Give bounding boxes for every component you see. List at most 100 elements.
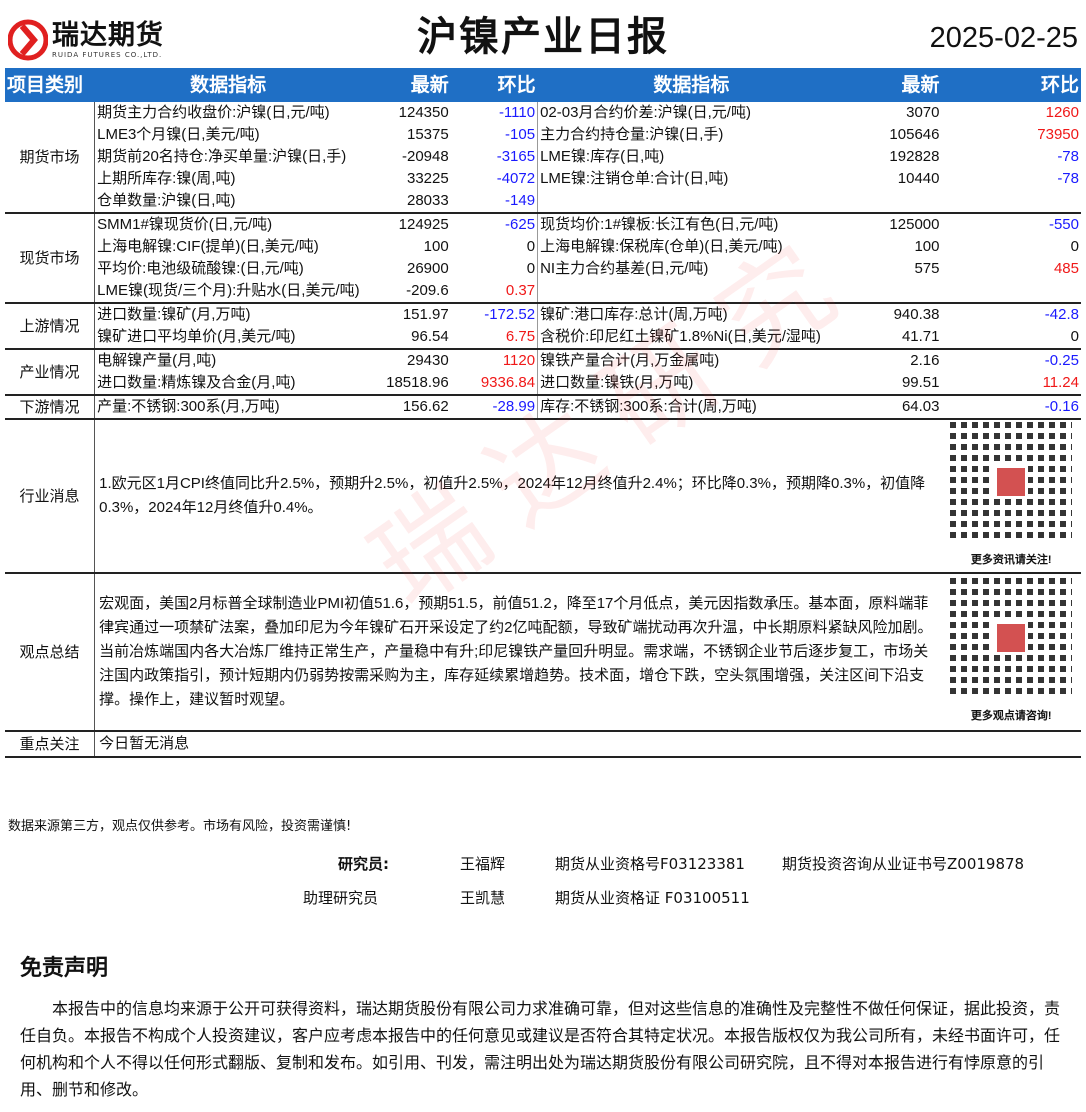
- indicator-name: 期货主力合约收盘价:沪镍(日,元/吨): [97, 104, 330, 121]
- researcher-role: 研究员:: [338, 855, 389, 873]
- change-value: -42.8: [941, 302, 1081, 326]
- indicator-name: LME镍:注销仓单:合计(日,吨): [537, 168, 846, 190]
- change-value: 11.24: [1042, 374, 1079, 391]
- indicator-name: LME3个月镍(日,美元/吨): [97, 126, 260, 143]
- change-value: -3165: [496, 148, 536, 165]
- latest-value: 10440: [897, 170, 940, 187]
- change-value: 485: [1053, 260, 1079, 277]
- latest-value: 26900: [406, 260, 449, 277]
- indicator-name: 进口数量:镍矿(月,万吨): [94, 302, 362, 326]
- column-header: 环比: [450, 68, 538, 102]
- researcher-cert1: 期货从业资格证 F03100511: [555, 889, 750, 907]
- table-row: 上海电解镍:CIF(提单)(日,美元/吨) 100 0 上海电解镍:保税库(仓单)(日…: [5, 236, 1081, 258]
- indicator-name: 产量:不锈钢:300系(月,万吨): [94, 394, 362, 419]
- table-row: 上游情况 进口数量:镍矿(月,万吨) 151.97 -172.52 镍矿:港口库存:总计…: [5, 302, 1081, 349]
- indicator-name: [537, 190, 846, 213]
- indicator-name: 主力合约持仓量:沪镍(日,手): [537, 124, 846, 146]
- news-text: 1.欧元区1月CPI终值同比升2.5%，预期升2.5%，初值升2.5%，2024…: [94, 418, 942, 573]
- indicator-name: 镍矿进口平均单价(月,美元/吨): [97, 328, 296, 345]
- latest-value: 3070: [906, 104, 940, 121]
- indicator-name: 上海电解镍:保税库(仓单)(日,美元/吨): [537, 236, 846, 258]
- indicator-name: LME镍(现货/三个月):升贴水(日,美元/吨): [97, 282, 360, 299]
- change-value: -28.99: [450, 394, 538, 419]
- category-label: 上游情况: [5, 302, 96, 349]
- category-label: 重点关注: [5, 730, 96, 758]
- researcher-name: 王福辉: [460, 855, 506, 873]
- change-value: -105: [505, 126, 536, 143]
- researcher-cert2: 期货投资咨询从业证书号Z0019878: [782, 855, 1025, 873]
- category-label: 现货市场: [5, 212, 96, 303]
- change-value: 0: [526, 238, 536, 255]
- table-row: 产业情况 电解镍产量(月,吨) 29430 1120 镍铁产量合计(月,万金属吨) 2.1…: [5, 348, 1081, 395]
- latest-value: 100: [914, 238, 940, 255]
- latest-value: 33225: [406, 170, 449, 187]
- change-value: 0: [526, 260, 536, 277]
- table-row: LME镍(现货/三个月):升贴水(日,美元/吨) -209.6 0.37: [5, 280, 1081, 303]
- change-value: 0.37: [505, 282, 536, 299]
- table-row: 镍矿进口平均单价(月,美元/吨) 96.54 6.75 含税价:印尼红土镍矿1.8%N…: [5, 326, 1081, 349]
- indicator-name: 平均价:电池级硫酸镍:(日,元/吨): [97, 260, 304, 277]
- category-label: 下游情况: [5, 394, 96, 419]
- qr-caption: 更多观点请咨询!: [970, 710, 1052, 722]
- latest-value: -209.6: [406, 282, 449, 299]
- ruida-logo-icon: [8, 19, 48, 61]
- table-row: 上期所库存:镍(周,吨) 33225 -4072 LME镍:注销仓单:合计(日,吨) 1…: [5, 168, 1081, 190]
- change-value: 1260: [1045, 104, 1079, 121]
- table-row: 期货前20名持仓:净买单量:沪镍(日,手) -20948 -3165 LME镍:库存(…: [5, 146, 1081, 168]
- change-value: -625: [450, 212, 538, 236]
- summary-row: 观点总结 宏观面，美国2月标普全球制造业PMI初值51.6，预期51.5，前值51…: [5, 572, 1081, 731]
- indicator-name: [537, 280, 846, 303]
- latest-value: 156.62: [361, 394, 451, 419]
- latest-value: 28033: [406, 192, 449, 209]
- logo-text: 瑞达期货: [52, 20, 164, 51]
- latest-value: 575: [914, 260, 940, 277]
- latest-value: 15375: [406, 126, 449, 143]
- table-row: LME3个月镍(日,美元/吨) 15375 -105 主力合约持仓量:沪镍(日,手) 1…: [5, 124, 1081, 146]
- table-row: 现货市场 SMM1#镍现货价(日,元/吨) 124925 -625 现货均价:1#镍板:…: [5, 212, 1081, 303]
- column-header: 最新: [361, 68, 451, 102]
- latest-value: 124350: [398, 104, 449, 121]
- change-value: -78: [1057, 170, 1079, 187]
- latest-value: 124925: [361, 212, 451, 236]
- latest-value: 105646: [889, 126, 940, 143]
- indicator-name: 镍铁产量合计(月,万金属吨): [537, 348, 846, 372]
- indicator-name: 进口数量:镍铁(月,万吨): [537, 372, 846, 395]
- focus-row: 重点关注 今日暂无消息: [5, 730, 1081, 758]
- change-value: -78: [1057, 148, 1079, 165]
- indicator-name: 现货均价:1#镍板:长江有色(日,元/吨): [537, 212, 846, 236]
- change-value: [941, 280, 1081, 303]
- change-value: [941, 190, 1081, 213]
- column-header: 最新: [845, 68, 942, 102]
- change-value: 6.75: [505, 328, 536, 345]
- change-value: -550: [941, 212, 1081, 236]
- indicator-name: NI主力合约基差(日,元/吨): [537, 258, 846, 280]
- latest-value: 41.71: [901, 328, 940, 345]
- change-value: 1120: [450, 348, 538, 372]
- change-value: -1110: [498, 104, 536, 121]
- qr-caption: 更多资讯请关注!: [970, 554, 1052, 566]
- latest-value: 99.51: [901, 374, 940, 391]
- change-value: -0.25: [941, 348, 1081, 372]
- latest-value: 18518.96: [386, 374, 449, 391]
- latest-value: 96.54: [411, 328, 449, 345]
- change-value: -4072: [496, 170, 536, 187]
- researcher-name: 王凯慧: [460, 889, 506, 907]
- data-table: 项目类别 数据指标 最新 环比 数据指标 最新 环比 期货市场 期货主力合约收盘价:沪镍(日,…: [5, 68, 1081, 758]
- company-logo: 瑞达期货 RUIDA FUTURES CO.,LTD.: [8, 18, 164, 62]
- indicator-name: SMM1#镍现货价(日,元/吨): [94, 212, 362, 236]
- table-row: 仓单数量:沪镍(日,吨) 28033 -149: [5, 190, 1081, 213]
- change-value: -149: [505, 192, 536, 209]
- category-label: 行业消息: [5, 418, 96, 573]
- disclaimer-title: 免责声明: [20, 956, 109, 981]
- researcher-cert1: 期货从业资格号F03123381: [555, 855, 745, 873]
- table-row: 下游情况 产量:不锈钢:300系(月,万吨) 156.62 -28.99 库存:不锈钢:…: [5, 394, 1081, 419]
- summary-text: 宏观面，美国2月标普全球制造业PMI初值51.6，预期51.5，前值51.2，降…: [94, 572, 942, 731]
- report-date: 2025-02-25: [929, 22, 1078, 54]
- latest-value: 29430: [361, 348, 451, 372]
- qr-code-icon: [950, 577, 1073, 699]
- page-title: 沪镍产业日报: [417, 14, 669, 60]
- latest-value: 2.16: [845, 348, 942, 372]
- column-header: 数据指标: [537, 68, 846, 102]
- category-label: 观点总结: [5, 572, 96, 731]
- column-header: 数据指标: [94, 68, 362, 102]
